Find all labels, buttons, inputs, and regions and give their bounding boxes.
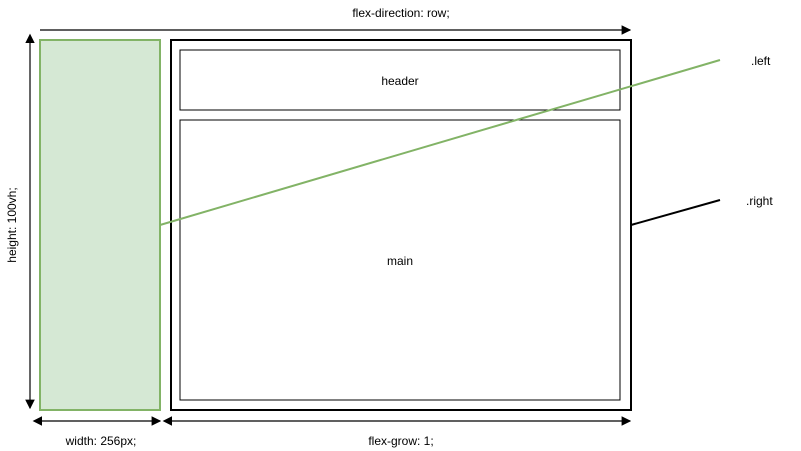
right-callout-label: .right — [746, 194, 773, 208]
width-label: width: 256px; — [65, 434, 137, 448]
left-callout-line — [159, 59, 721, 226]
flex-direction-label: flex-direction: row; — [352, 6, 450, 20]
header-label: header — [381, 74, 419, 88]
main-label: main — [386, 254, 414, 268]
flex-grow-label: flex-grow: 1; — [368, 434, 434, 448]
height-label: height: 100vh; — [5, 187, 19, 263]
left-callout-label: .left — [751, 54, 771, 68]
right-callout-line — [630, 199, 721, 226]
left-panel — [39, 39, 161, 411]
main-box — [179, 119, 621, 401]
header-box — [179, 49, 621, 111]
